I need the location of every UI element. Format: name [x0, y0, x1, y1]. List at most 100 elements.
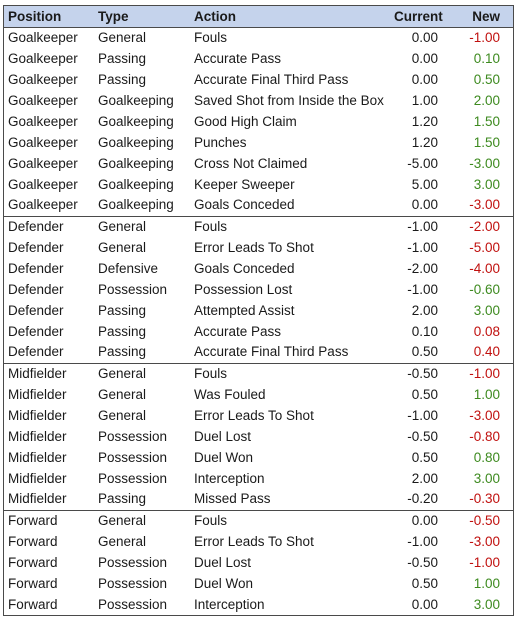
column-header-new: New	[451, 6, 513, 28]
table-row: Goalkeeper Passing Accurate Pass 0.00 0.10	[4, 48, 513, 69]
cell-action: Interception	[194, 470, 265, 486]
cell-position: Midfielder	[8, 470, 67, 486]
cell-type: Goalkeeping	[98, 155, 174, 171]
cell-action: Accurate Final Third Pass	[194, 71, 349, 87]
cell-position: Goalkeeper	[8, 50, 78, 66]
table-row: Midfielder Passing Missed Pass -0.20 -0.30	[4, 489, 513, 511]
cell-type: General	[98, 407, 147, 423]
cell-type: Goalkeeping	[98, 176, 174, 192]
cell-new: -1.00	[469, 29, 500, 45]
cell-new: -1.00	[469, 554, 500, 570]
cell-current: -0.50	[407, 428, 438, 444]
cell-position: Midfielder	[8, 428, 67, 444]
cell-action: Goals Conceded	[190, 195, 390, 217]
cell-type: Goalkeeping	[94, 195, 190, 217]
cell-action: Cross Not Claimed	[194, 155, 308, 171]
cell-position: Defender	[8, 260, 64, 276]
cell-position: Goalkeeper	[8, 92, 78, 108]
table-row: Defender General Fouls -1.00 -2.00	[4, 216, 513, 237]
cell-new: -0.60	[469, 281, 500, 297]
table-row: Forward General Error Leads To Shot -1.00 -3…	[4, 531, 513, 552]
table-row: Defender Passing Attempted Assist 2.00 3.00	[4, 300, 513, 321]
cell-position: Forward	[8, 554, 58, 570]
cell-action: Duel Lost	[194, 554, 252, 570]
cell-new: -4.00	[469, 260, 500, 276]
table-row: Goalkeeper General Fouls 0.00 -1.00	[4, 27, 513, 48]
cell-new: 3.00	[473, 596, 500, 612]
cell-action: Accurate Final Third Pass	[190, 342, 390, 364]
cell-position: Defender	[8, 302, 64, 318]
cell-position: Goalkeeper	[8, 155, 78, 171]
cell-type: Possession	[98, 449, 168, 465]
table-row: Goalkeeper Goalkeeping Goals Conceded 0.00-…	[4, 195, 513, 217]
cell-position: Midfielder	[8, 449, 67, 465]
cell-position: Forward	[8, 533, 58, 549]
cell-type: General	[98, 239, 147, 255]
cell-position: Defender	[4, 342, 94, 364]
column-header-action: Action	[190, 6, 390, 28]
cell-current: 0.00	[411, 596, 438, 612]
cell-new: -1.00	[469, 365, 500, 381]
cell-position: Defender	[8, 239, 64, 255]
table-header: Position Type Action Current New	[4, 6, 513, 28]
cell-current: 0.00	[411, 512, 438, 528]
cell-new: -3.00	[451, 195, 513, 217]
cell-current: 1.20	[411, 113, 438, 129]
cell-current: -1.00	[407, 281, 438, 297]
cell-action: Possession Lost	[194, 281, 293, 297]
cell-action: Accurate Pass	[194, 50, 282, 66]
cell-current: 2.00	[411, 302, 438, 318]
cell-current: -0.50	[407, 554, 438, 570]
cell-action: Fouls	[194, 218, 228, 234]
cell-type: Goalkeeping	[98, 92, 174, 108]
cell-current: -1.00	[407, 218, 438, 234]
cell-type: General	[98, 512, 147, 528]
cell-current: 0.00	[411, 50, 438, 66]
cell-current: 0.00	[411, 71, 438, 87]
cell-type: Passing	[98, 323, 147, 339]
cell-type: Passing	[98, 302, 147, 318]
cell-new: 1.50	[473, 134, 500, 150]
table-row: Midfielder Possession Interception 2.00 3.00	[4, 468, 513, 489]
cell-new: 1.50	[473, 113, 500, 129]
table-row: Defender Defensive Goals Conceded -2.00 -4.0…	[4, 258, 513, 279]
table-row: Goalkeeper Goalkeeping Saved Shot from Ins…	[4, 90, 513, 111]
table-row: Defender Passing Accurate Pass 0.10 0.08	[4, 321, 513, 342]
cell-new: 1.00	[473, 386, 500, 402]
scoring-table: Position Type Action Current New Goalkee…	[4, 6, 513, 615]
cell-type: Possession	[98, 470, 168, 486]
cell-type: General	[98, 386, 147, 402]
column-header-position: Position	[4, 6, 94, 28]
cell-type: Possession	[98, 428, 168, 444]
cell-action: Good High Claim	[194, 113, 297, 129]
cell-position: Defender	[8, 323, 64, 339]
cell-type: General	[98, 29, 147, 45]
cell-action: Error Leads To Shot	[194, 533, 314, 549]
cell-new: -2.00	[469, 218, 500, 234]
cell-type: Passing	[98, 50, 147, 66]
cell-current: 0.00	[411, 29, 438, 45]
cell-type: Passing	[94, 489, 190, 511]
cell-position: Midfielder	[4, 489, 94, 511]
cell-current: 0.10	[411, 323, 438, 339]
cell-new: 3.00	[473, 302, 500, 318]
cell-position: Goalkeeper	[8, 176, 78, 192]
cell-action: Saved Shot from Inside the Box	[194, 92, 384, 108]
cell-type: General	[98, 218, 147, 234]
cell-type: Possession	[98, 575, 168, 591]
table-row: Goalkeeper Goalkeeping Keeper Sweeper 5.00 3…	[4, 174, 513, 195]
cell-new: -0.80	[469, 428, 500, 444]
cell-current: 1.20	[411, 134, 438, 150]
table-row: Midfielder General Was Fouled 0.50 1.00	[4, 384, 513, 405]
cell-new: -3.00	[469, 155, 500, 171]
cell-type: Goalkeeping	[98, 134, 174, 150]
cell-current: 0.50	[411, 575, 438, 591]
cell-position: Goalkeeper	[8, 134, 78, 150]
cell-current: 2.00	[411, 470, 438, 486]
cell-action: Fouls	[194, 365, 228, 381]
cell-position: Forward	[8, 596, 58, 612]
scoring-table-container: Position Type Action Current New Goalkee…	[3, 5, 514, 616]
cell-action: Attempted Assist	[194, 302, 295, 318]
table-row: Goalkeeper Passing Accurate Final Third Pa…	[4, 69, 513, 90]
cell-current: -1.00	[407, 407, 438, 423]
